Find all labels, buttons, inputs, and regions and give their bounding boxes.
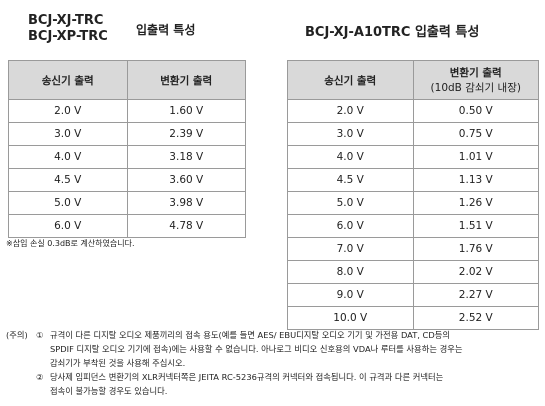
header-subtext: (10dB 감쇠기 내장) — [430, 82, 521, 94]
title-line: BCJ-XP-TRC — [28, 29, 108, 44]
row: 4.5 V 3.60 V — [8, 168, 246, 192]
header-row: 송신기 출력 변환기 출력 (10dB 감쇠기 내장) — [287, 60, 539, 100]
cell: 10.0 V — [287, 306, 414, 330]
header-cell: 변환기 출력 (10dB 감쇠기 내장) — [412, 60, 539, 100]
item-line: 당사제 임피던스 변환기의 XLR커넥터쪽은 JEITA RC-5236규격의 … — [50, 372, 444, 382]
row: 4.5 V 1.13 V — [287, 168, 539, 192]
row: 4.0 V 1.01 V — [287, 145, 539, 169]
item-marker: ② — [36, 372, 44, 382]
cell: 5.0 V — [8, 191, 128, 215]
cell: 0.75 V — [412, 122, 539, 146]
item-marker: ① — [36, 330, 44, 340]
item-line: 접속이 불가능할 경우도 있습니다. — [50, 386, 168, 396]
right-table: 송신기 출력 변환기 출력 (10dB 감쇠기 내장) 2.0 V 0.50 V 3.0 … — [287, 60, 539, 330]
row: 3.0 V 0.75 V — [287, 122, 539, 146]
header-cell: 변환기 출력 — [126, 60, 246, 100]
row: 6.0 V 1.51 V — [287, 214, 539, 238]
cell: 3.0 V — [287, 122, 414, 146]
cell: 8.0 V — [287, 260, 414, 284]
row: 6.0 V 4.78 V — [8, 214, 246, 238]
cell: 1.76 V — [412, 237, 539, 261]
cell: 0.50 V — [412, 99, 539, 123]
cell: 7.0 V — [287, 237, 414, 261]
cell: 2.52 V — [412, 306, 539, 330]
header-cell: 송신기 출력 — [287, 60, 414, 100]
caution-label: (주의) — [6, 330, 28, 340]
header-text: 변환기 출력 — [160, 74, 213, 87]
item-line: 감쇠기가 부착된 것을 사용해 주십시오. — [50, 358, 186, 368]
cell: 9.0 V — [287, 283, 414, 307]
cell: 4.0 V — [287, 145, 414, 169]
row: 8.0 V 2.02 V — [287, 260, 539, 284]
item-line: 규격이 다른 디지탈 오디오 제품끼리의 접속 용도(예를 들면 AES/ EB… — [50, 330, 451, 340]
header-row: 송신기 출력 변환기 출력 — [8, 60, 246, 100]
row: 10.0 V 2.52 V — [287, 306, 539, 330]
cell: 1.26 V — [412, 191, 539, 215]
left-title-suffix: 입출력 특성 — [136, 23, 196, 37]
cell: 2.02 V — [412, 260, 539, 284]
left-title: BCJ-XJ-TRC BCJ-XP-TRC — [28, 13, 108, 45]
cell: 5.0 V — [287, 191, 414, 215]
header-cell: 송신기 출력 — [8, 60, 128, 100]
cell: 3.98 V — [126, 191, 246, 215]
row: 4.0 V 3.18 V — [8, 145, 246, 169]
cell: 1.13 V — [412, 168, 539, 192]
row: 7.0 V 1.76 V — [287, 237, 539, 261]
cell: 2.0 V — [8, 99, 128, 123]
cell: 4.5 V — [8, 168, 128, 192]
row: 9.0 V 2.27 V — [287, 283, 539, 307]
cell: 4.0 V — [8, 145, 128, 169]
row: 2.0 V 0.50 V — [287, 99, 539, 123]
cell: 2.0 V — [287, 99, 414, 123]
cell: 3.18 V — [126, 145, 246, 169]
title-line: BCJ-XJ-TRC — [28, 13, 104, 28]
row: 5.0 V 3.98 V — [8, 191, 246, 215]
cell: 1.01 V — [412, 145, 539, 169]
cell: 2.27 V — [412, 283, 539, 307]
header-text: 변환기 출력 — [449, 67, 502, 79]
row: 2.0 V 1.60 V — [8, 99, 246, 123]
right-title: BCJ-XJ-A10TRC 입출력 특성 — [305, 25, 480, 40]
cell: 6.0 V — [8, 214, 128, 238]
item-line: SPDIF 디지탈 오디오 기기에 접속)에는 사용할 수 없습니다. 아나로그… — [50, 344, 463, 354]
cell: 6.0 V — [287, 214, 414, 238]
cell: 1.60 V — [126, 99, 246, 123]
cell: 1.51 V — [412, 214, 539, 238]
cell: 2.39 V — [126, 122, 246, 146]
cell: 3.0 V — [8, 122, 128, 146]
row: 3.0 V 2.39 V — [8, 122, 246, 146]
cell: 4.78 V — [126, 214, 246, 238]
row: 5.0 V 1.26 V — [287, 191, 539, 215]
cell: 4.5 V — [287, 168, 414, 192]
cell: 3.60 V — [126, 168, 246, 192]
note: ※삽입 손실 0.3dB로 계산하였습니다. — [6, 239, 135, 248]
